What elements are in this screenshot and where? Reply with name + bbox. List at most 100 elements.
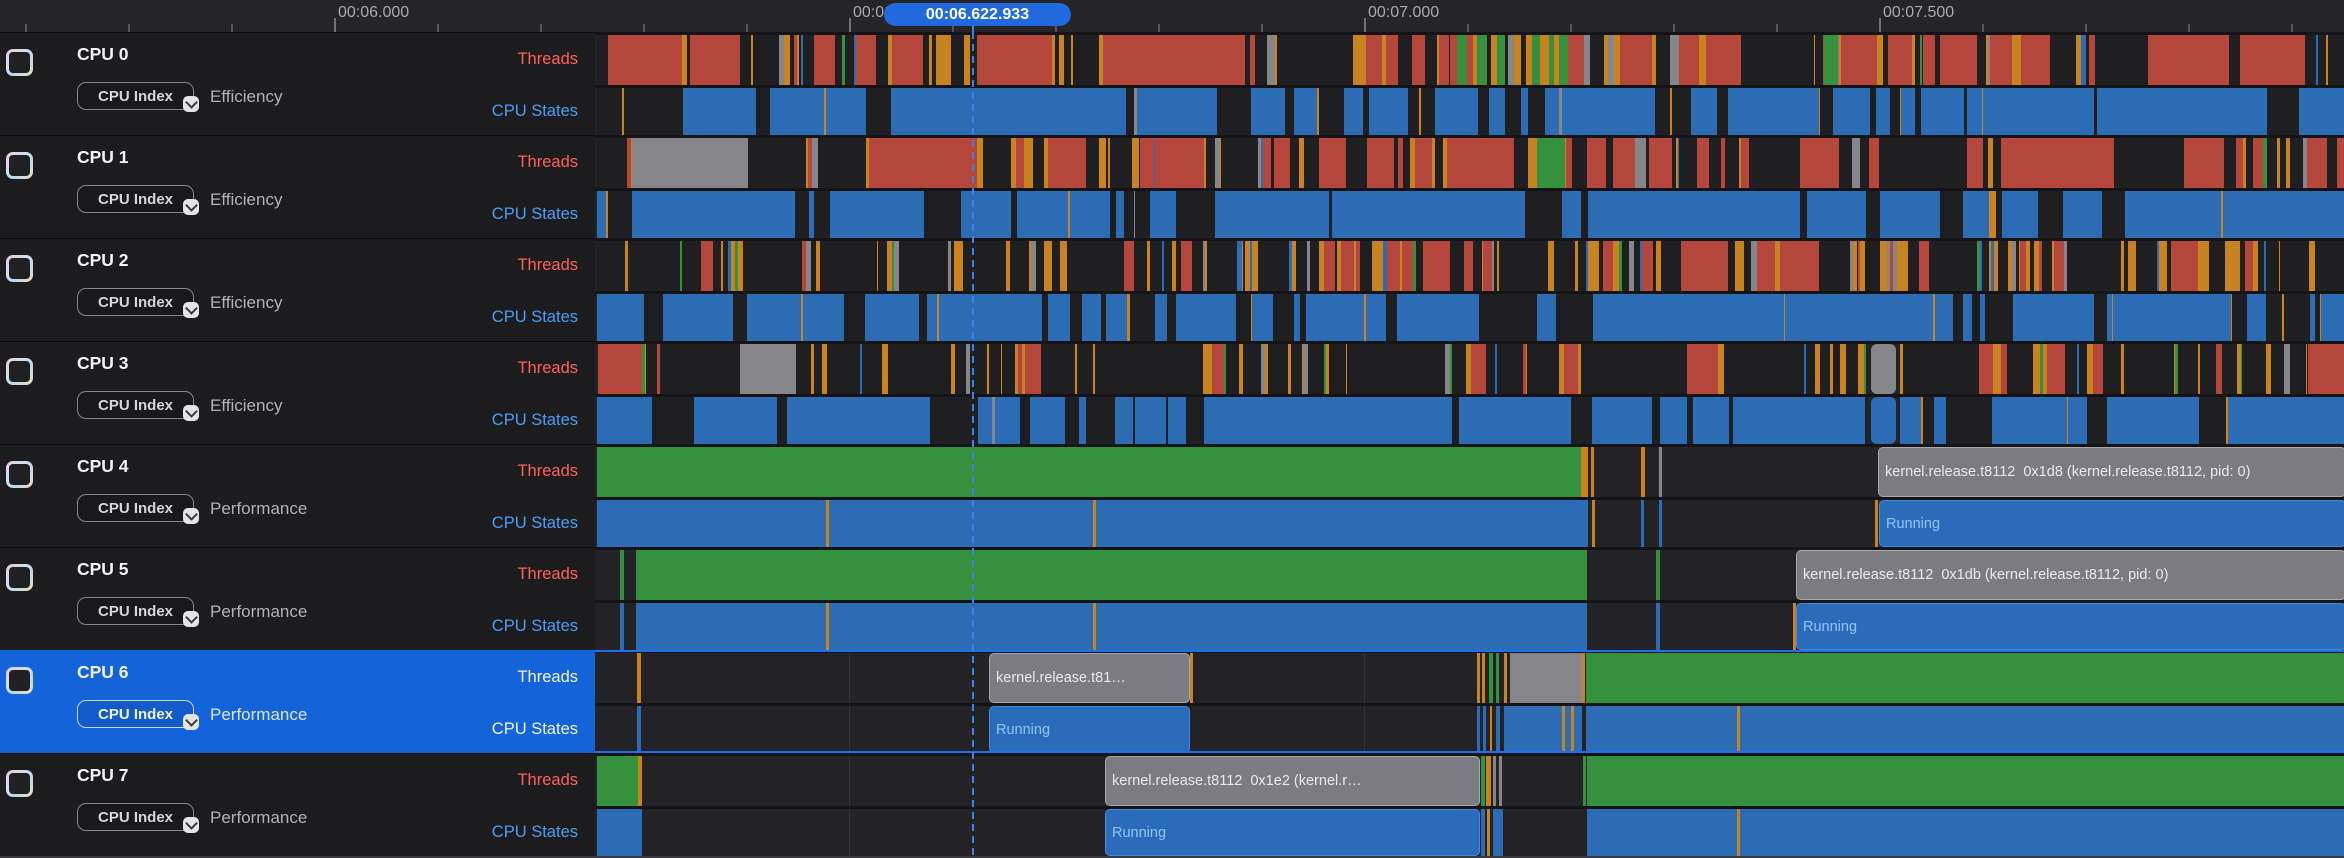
cpu-index-button[interactable]: CPU Index — [77, 597, 194, 625]
cpu-index-button[interactable]: CPU Index — [77, 288, 194, 316]
activity-stripe — [1720, 138, 1725, 188]
activity-stripe — [937, 294, 940, 341]
activity-block — [597, 447, 1581, 497]
activity-stripe — [1149, 191, 1177, 238]
track-header-cell[interactable]: CPU 0 Threads CPU Index Efficiency CPU State… — [0, 32, 595, 135]
kernel-thread-bar[interactable]: kernel.release.t81… — [989, 653, 1190, 703]
cpu-states-lane-label: CPU States — [491, 308, 578, 326]
activity-stripe — [2161, 35, 2230, 85]
cpu-states-lane[interactable] — [595, 397, 2344, 444]
cpu-index-button[interactable]: CPU Index — [77, 494, 194, 522]
cpu-index-button[interactable]: CPU Index — [77, 700, 194, 728]
activity-stripe — [890, 88, 971, 135]
track-select-checkbox[interactable] — [6, 152, 33, 179]
activity-stripe — [2302, 138, 2308, 188]
cpu-track-row[interactable]: CPU 4 Threads CPU Index Performance CPU Stat… — [0, 444, 2344, 547]
cpu-track-row[interactable]: CPU 7 Threads CPU Index Performance CPU Stat… — [0, 753, 2344, 856]
activity-stripe — [2018, 241, 2021, 291]
cpu-track-row[interactable]: CPU 0 Threads CPU Index Efficiency CPU State… — [0, 32, 2344, 135]
running-state-bar[interactable]: Running — [989, 706, 1190, 753]
cpu-track-row[interactable]: CPU 5 Threads CPU Index Performance CPU Stat… — [0, 547, 2344, 650]
cpu-states-lane[interactable]: Running — [595, 706, 2344, 753]
thread-activity-lane[interactable] — [595, 344, 2344, 394]
track-select-checkbox[interactable] — [6, 255, 33, 282]
track-header-cell[interactable]: CPU 3 Threads CPU Index Efficiency CPU State… — [0, 341, 595, 444]
track-select-checkbox[interactable] — [6, 564, 33, 591]
kernel-thread-bar[interactable]: kernel.release.t8112 0x1d8 (kernel.relea… — [1878, 447, 2344, 497]
ruler-tick — [1261, 24, 1263, 32]
kernel-thread-bar[interactable]: kernel.release.t8112 0x1e2 (kernel.r… — [1105, 756, 1480, 806]
ruler-tick — [1158, 24, 1160, 32]
cpu-track-row[interactable]: CPU 1 Threads CPU Index Efficiency CPU State… — [0, 135, 2344, 238]
activity-stripe — [2068, 397, 2088, 444]
cpu-states-lane[interactable]: Running — [595, 809, 2344, 856]
cpu-index-button[interactable]: CPU Index — [77, 803, 194, 831]
cpu-states-lane[interactable] — [595, 191, 2344, 238]
cpu-track-row[interactable]: CPU 3 Threads CPU Index Efficiency CPU State… — [0, 341, 2344, 444]
running-state-bar[interactable]: Running — [1879, 500, 2344, 547]
activity-stripe — [1619, 241, 1623, 291]
activity-block — [1490, 706, 1492, 753]
activity-stripe — [1531, 397, 1572, 444]
thread-activity-lane[interactable]: kernel.release.t8112 0x1db (kernel.relea… — [595, 550, 2344, 600]
cpu-states-lane[interactable]: Running — [595, 603, 2344, 650]
track-header-cell[interactable]: CPU 7 Threads CPU Index Performance CPU Stat… — [0, 753, 595, 856]
activity-stripe — [2244, 241, 2254, 291]
activity-stripe — [1918, 241, 1929, 291]
track-header-cell[interactable]: CPU 1 Threads CPU Index Efficiency CPU State… — [0, 135, 595, 238]
kernel-thread-bar[interactable]: kernel.release.t8112 0x1db (kernel.relea… — [1796, 550, 2344, 600]
chevron-down-icon — [183, 301, 199, 318]
track-select-checkbox[interactable] — [6, 461, 33, 488]
activity-stripe — [1528, 138, 1534, 188]
activity-stripe — [1033, 88, 1050, 135]
activity-stripe — [2013, 88, 2084, 135]
activity-stripe — [1756, 241, 1769, 291]
activity-stripe — [2305, 344, 2307, 394]
running-state-bar[interactable]: Running — [1105, 809, 1480, 856]
track-header-cell[interactable]: CPU 4 Threads CPU Index Performance CPU Stat… — [0, 444, 595, 547]
cpu-index-button[interactable]: CPU Index — [77, 185, 194, 213]
track-header-cell[interactable]: CPU 5 Threads CPU Index Performance CPU Stat… — [0, 547, 595, 650]
activity-stripe — [644, 344, 647, 394]
cpu-name-label: CPU 1 — [77, 147, 129, 167]
track-select-checkbox[interactable] — [6, 770, 33, 797]
activity-stripe — [1592, 294, 1638, 341]
cpu-track-row[interactable]: CPU 6 Threads CPU Index Performance CPU Stat… — [0, 650, 2344, 753]
track-select-checkbox[interactable] — [6, 49, 33, 76]
thread-activity-lane[interactable]: kernel.release.t8112 0x1d8 (kernel.relea… — [595, 447, 2344, 497]
cpu-states-lane[interactable] — [595, 88, 2344, 135]
track-header-cell[interactable]: CPU 2 Threads CPU Index Efficiency CPU State… — [0, 238, 595, 341]
thread-activity-lane[interactable]: kernel.release.t8112 0x1e2 (kernel.r… — [595, 756, 2344, 806]
playhead[interactable] — [972, 32, 974, 858]
thread-activity-lane[interactable] — [595, 35, 2344, 85]
activity-stripe — [808, 191, 814, 238]
chevron-glyph — [184, 95, 198, 109]
cursor-time-pill[interactable]: 00:06.622.933 — [884, 3, 1071, 26]
time-ruler[interactable]: 00:06.00000:06.50000:07.00000:07.50000:0… — [0, 0, 2344, 33]
activity-stripe — [803, 294, 834, 341]
track-select-checkbox[interactable] — [6, 667, 33, 694]
cpu-states-lane-label: CPU States — [491, 617, 578, 635]
activity-stripe — [1904, 35, 1913, 85]
cpu-name-label: CPU 5 — [77, 559, 129, 579]
cpu-states-lane[interactable] — [595, 294, 2344, 341]
activity-stripe — [888, 35, 892, 85]
cpu-index-button[interactable]: CPU Index — [77, 82, 194, 110]
activity-stripe — [1536, 294, 1557, 341]
activity-stripe — [721, 241, 723, 291]
activity-stripe — [1693, 397, 1715, 444]
thread-activity-lane[interactable] — [595, 138, 2344, 188]
running-state-bar[interactable]: Running — [1796, 603, 2344, 650]
cpu-track-row[interactable]: CPU 2 Threads CPU Index Efficiency CPU State… — [0, 238, 2344, 341]
activity-stripe — [1134, 191, 1136, 238]
activity-stripe — [1994, 191, 1997, 238]
activity-stripe — [1317, 88, 1320, 135]
cpu-index-button[interactable]: CPU Index — [77, 391, 194, 419]
thread-activity-lane[interactable]: kernel.release.t81… — [595, 653, 2344, 703]
track-header-cell[interactable]: CPU 6 Threads CPU Index Performance CPU Stat… — [0, 650, 595, 753]
cpu-states-lane[interactable]: Running — [595, 500, 2344, 547]
thread-activity-lane[interactable] — [595, 241, 2344, 291]
track-select-checkbox[interactable] — [6, 358, 33, 385]
activity-stripe — [2305, 88, 2344, 135]
activity-stripe — [954, 241, 960, 291]
